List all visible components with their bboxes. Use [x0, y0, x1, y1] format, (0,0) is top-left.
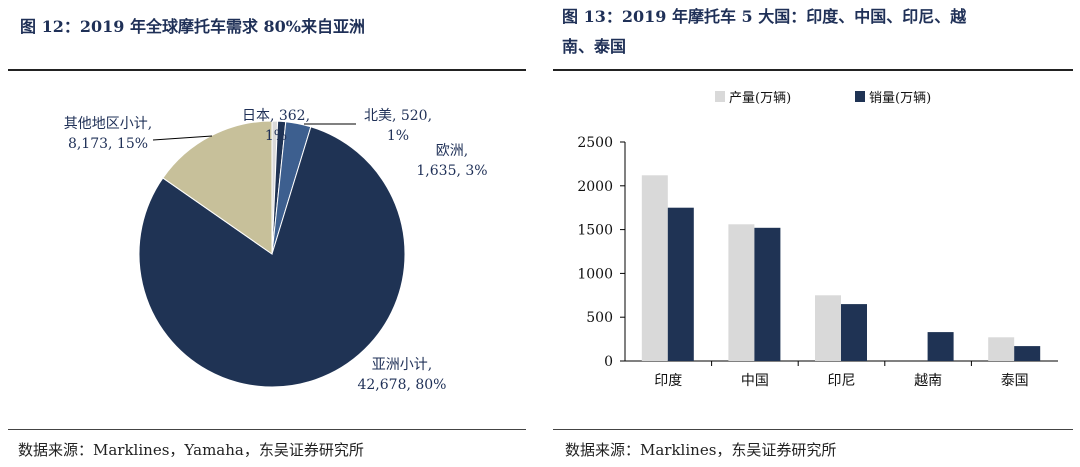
pie-label-line1-1: 其他地区小计, [64, 116, 152, 132]
right-data-source: 数据来源：Marklines，东吴证券研究所 [565, 441, 837, 459]
y-tick-label-2: 1000 [577, 266, 613, 282]
pie-label-line2-0: 42,678, 80% [357, 377, 446, 393]
left-data-source: 数据来源：Marklines，Yamaha，东吴证券研究所 [18, 441, 364, 459]
bar-3-1 [927, 332, 954, 361]
pie-label-line1-3: 北美, 520, [364, 108, 432, 124]
pie-chart: 亚洲小计, 42,678, 80% 其他地区小计, 8,173, 15% 日本, 362… [64, 108, 488, 393]
x-tick-label-3: 越南 [914, 373, 942, 389]
pie-label-line1-0: 亚洲小计, [372, 357, 432, 373]
y-tick-label-5: 2500 [577, 135, 613, 151]
pie-label-line1-2: 日本, 362, [242, 108, 310, 124]
right-source-rule [553, 429, 1073, 430]
right-figure-title-line2: 南、泰国 [562, 37, 627, 56]
bar-4-0 [988, 337, 1015, 361]
y-tick-label-0: 0 [604, 354, 613, 370]
legend-label-1: 销量(万辆) [869, 91, 931, 106]
x-tick-label-4: 泰国 [1001, 373, 1029, 389]
legend-swatch-1 [855, 91, 865, 102]
left-figure-title: 图 12：2019 年全球摩托车需求 80%来自亚洲 [20, 17, 365, 36]
bar-2-1 [841, 304, 867, 361]
y-tick-label-3: 1500 [577, 223, 613, 239]
left-title-rule [8, 69, 526, 71]
bar-chart: 0 500 1000 1500 2000 2500 印度 中国 印尼 越南 泰国 产量(万辆) 销量(万… [577, 91, 1058, 389]
legend-swatch-0 [715, 91, 725, 102]
bar-0-0 [641, 175, 668, 361]
pie-label-line2-2: 1% [265, 128, 287, 144]
pie-label-line2-4: 1,635, 3% [416, 163, 487, 179]
y-tick-label-4: 2000 [577, 179, 613, 195]
pie-label-line2-3: 1% [387, 128, 409, 144]
left-source-rule [8, 429, 526, 430]
bar-0-1 [667, 207, 694, 361]
right-title-rule [553, 69, 1073, 71]
x-tick-label-0: 印度 [654, 373, 682, 389]
x-tick-label-1: 中国 [741, 373, 769, 389]
legend-label-0: 产量(万辆) [729, 91, 791, 106]
bar-1-1 [754, 227, 781, 361]
right-figure-title-line1: 图 13：2019 年摩托车 5 大国：印度、中国、印尼、越 [562, 7, 967, 26]
pie-label-line1-4: 欧洲, [436, 143, 468, 159]
leader-line-other [152, 135, 213, 141]
y-tick-label-1: 500 [586, 310, 613, 326]
bar-2-0 [815, 295, 841, 361]
pie-label-line2-1: 8,173, 15% [68, 136, 148, 152]
bar-1-0 [728, 224, 755, 361]
pie-slice-0 [138, 126, 406, 388]
x-tick-label-2: 印尼 [828, 373, 856, 389]
bar-4-1 [1014, 346, 1041, 361]
